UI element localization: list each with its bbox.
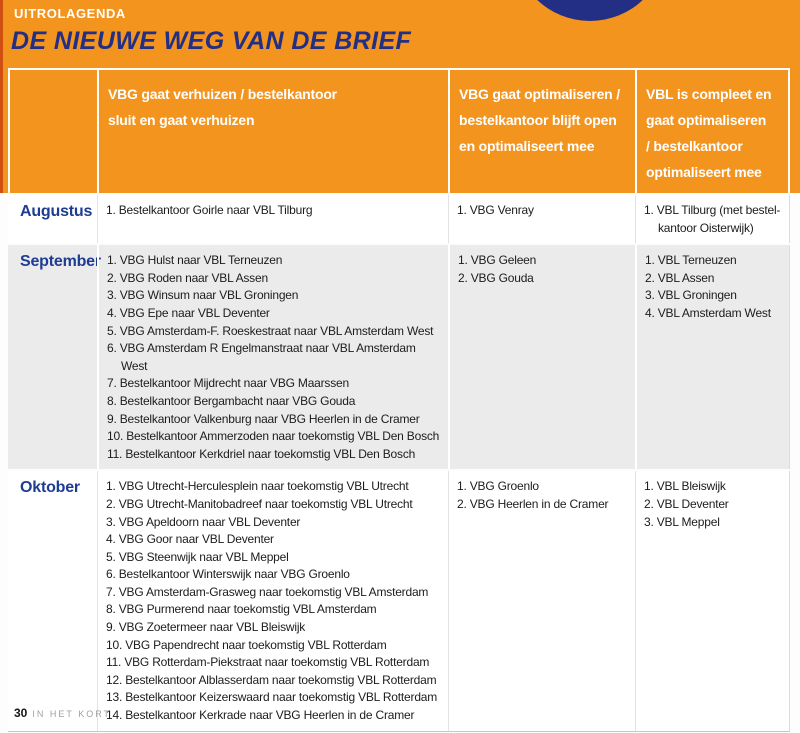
column-header-1: [10, 70, 97, 193]
schedule-item: 2. VBL Deventer: [644, 496, 729, 511]
month-label: Oktober: [20, 479, 80, 497]
schedule-cell: 1. VBG Geleen 2. VBG Gouda: [448, 245, 635, 470]
schedule-item: 2. VBG Heerlen in de Cramer: [457, 496, 609, 511]
schedule-item: 1. VBG Geleen: [458, 253, 537, 268]
schedule-item: 8. Bestelkantoor Bergambacht naar VBG Go…: [107, 393, 356, 408]
schedule-item: 10. Bestelkantoor Ammerzoden naar toekom…: [107, 429, 440, 444]
schedule-item: 3. VBG Apeldoorn naar VBL Deventer: [106, 514, 301, 529]
page-footer: 30 IN HET KORT: [14, 704, 111, 722]
page-edge-strip: [0, 0, 3, 193]
schedule-item: 1. Bestelkantoor Goirle naar VBL Tilburg: [106, 203, 313, 217]
schedule-item: 13. Bestelkantoor Keizerswaard naar toek…: [106, 690, 438, 705]
schedule-cell: 1. VBL Tilburg (met bestel- kantoor Oist…: [635, 195, 786, 244]
schedule-item: 1. VBG Utrecht-Herculesplein naar toekom…: [106, 479, 409, 494]
table-row-augustus: Augustus 1. Bestelkantoor Goirle naar VBL…: [8, 195, 790, 244]
decorative-circle: [514, 0, 666, 21]
schedule-item: 4. VBG Goor naar VBL Deventer: [106, 532, 274, 547]
schedule-item: 11. Bestelkantoor Kerkdriel naar toekoms…: [107, 446, 416, 461]
schedule-item: 4. VBG Epe naar VBL Deventer: [107, 305, 270, 320]
schedule-item: 3. VBG Winsum naar VBL Groningen: [107, 288, 299, 303]
rollout-schedule-table: VBG gaat verhuizen / bestelkantoor sluit…: [8, 68, 790, 732]
schedule-item: 1. VBG Venray: [457, 203, 534, 217]
schedule-item: 4. VBL Amsterdam West: [645, 305, 771, 320]
column-header-4: VBL is compleet en gaat optimaliseren / …: [635, 70, 786, 193]
schedule-item: 12. Bestelkantoor Alblasserdam naar toek…: [106, 672, 437, 687]
schedule-item: 9. Bestelkantoor Valkenburg naar VBG Hee…: [107, 411, 420, 426]
column-header-2: VBG gaat verhuizen / bestelkantoor sluit…: [97, 70, 448, 193]
kicker-label: UITROLAGENDA: [14, 6, 126, 21]
schedule-item: 3. VBL Groningen: [645, 288, 737, 303]
schedule-item: 6. VBG Amsterdam R Engelmanstraat naar V…: [107, 341, 419, 373]
schedule-cell: 1. VBL Bleiswijk 2. VBL Deventer 3. VBL Me…: [635, 471, 786, 731]
schedule-item: 5. VBG Steenwijk naar VBL Meppel: [106, 549, 289, 564]
schedule-item: 6. Bestelkantoor Winterswijk naar VBG Gr…: [106, 567, 350, 582]
month-label: September: [20, 253, 101, 271]
schedule-item: 1. VBG Groenlo: [457, 479, 539, 494]
schedule-item: 2. VBG Roden naar VBL Assen: [107, 270, 268, 285]
schedule-item: 9. VBG Zoetermeer naar VBL Bleiswijk: [106, 620, 306, 635]
schedule-item: 14. Bestelkantoor Kerkrade naar VBG Heer…: [106, 708, 415, 723]
schedule-item: 1. VBG Hulst naar VBL Terneuzen: [107, 253, 283, 268]
schedule-item: 11. VBG Rotterdam-Piekstraat naar toekom…: [106, 655, 430, 670]
schedule-item: 10. VBG Papendrecht naar toekomstig VBL …: [106, 637, 387, 652]
schedule-item: 5. VBG Amsterdam-F. Roeskestraat naar VB…: [107, 323, 434, 338]
schedule-item: 1. VBL Bleiswijk: [644, 479, 726, 494]
schedule-cell: 1. VBG Utrecht-Herculesplein naar toekom…: [97, 471, 448, 731]
page-title: DE NIEUWE WEG VAN DE BRIEF: [11, 27, 412, 55]
schedule-cell: 1. VBG Groenlo 2. VBG Heerlen in de Crame…: [448, 471, 635, 731]
schedule-item: 7. Bestelkantoor Mijdrecht naar VBG Maar…: [107, 376, 349, 391]
schedule-cell: 1. Bestelkantoor Goirle naar VBL Tilburg: [97, 195, 448, 244]
schedule-item: 3. VBL Meppel: [644, 514, 720, 529]
schedule-cell: 1. VBG Hulst naar VBL Terneuzen 2. VBG Ro…: [97, 245, 448, 470]
page-header-banner: UITROLAGENDA DE NIEUWE WEG VAN DE BRIEF: [0, 0, 800, 193]
schedule-cell: 1. VBL Terneuzen 2. VBL Assen 3. VBL Groni…: [635, 245, 786, 470]
table-header-row: VBG gaat verhuizen / bestelkantoor sluit…: [8, 68, 790, 193]
table-row-september: September 1. VBG Hulst naar VBL Terneuzen…: [8, 245, 790, 470]
table-body: Augustus 1. Bestelkantoor Goirle naar VBL…: [8, 195, 790, 732]
schedule-item: 1. VBL Terneuzen: [645, 253, 737, 268]
column-header-3: VBG gaat optimaliseren / bestelkantoor b…: [448, 70, 635, 193]
schedule-item: 1. VBL Tilburg (met bestel- kantoor Oist…: [644, 203, 781, 235]
schedule-item: 8. VBG Purmerend naar toekomstig VBL Ams…: [106, 602, 377, 617]
table-row-oktober: Oktober 1. VBG Utrecht-Herculesplein naar…: [8, 471, 790, 732]
schedule-item: 2. VBL Assen: [645, 270, 715, 285]
section-name: IN HET KORT: [32, 709, 112, 719]
month-label: Augustus: [20, 203, 93, 220]
page-number: 30: [14, 706, 28, 720]
schedule-item: 2. VBG Utrecht-Manitobadreef naar toekom…: [106, 496, 413, 511]
schedule-cell: 1. VBG Venray: [448, 195, 635, 244]
schedule-item: 2. VBG Gouda: [458, 270, 534, 285]
schedule-item: 7. VBG Amsterdam-Grasweg naar toekomstig…: [106, 584, 429, 599]
